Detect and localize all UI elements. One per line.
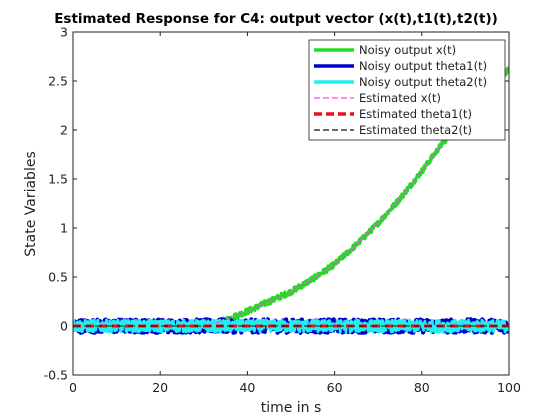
x-axis-label: time in s [261, 400, 322, 416]
x-tick-label: 60 [327, 380, 343, 395]
x-tick-label: 0 [69, 380, 77, 395]
legend-entry-label: Noisy output x(t) [359, 43, 456, 57]
y-axis-label: State Variables [23, 151, 39, 257]
y-axis: -0.5 0 0.5 1 1.5 2 2.5 3 [44, 25, 509, 383]
y-tick-label: 2.5 [48, 74, 68, 89]
x-tick-label: 40 [239, 380, 255, 395]
y-tick-label: 1 [60, 221, 68, 236]
y-tick-label: -0.5 [44, 368, 68, 383]
legend-entry-label: Estimated x(t) [359, 91, 441, 105]
legend: Noisy output x(t) Noisy output theta1(t) N… [308, 39, 506, 141]
y-tick-label: 1.5 [48, 172, 68, 187]
y-tick-label: 3 [60, 25, 68, 40]
y-tick-label: 2 [60, 123, 68, 138]
x-axis: 0 20 40 60 80 100 [69, 32, 521, 395]
legend-box [308, 39, 506, 141]
y-tick-label: 0 [60, 319, 68, 334]
legend-entry-label: Estimated theta2(t) [359, 123, 472, 137]
chart-title: Estimated Response for C4: output vector… [54, 11, 498, 27]
legend-entry-label: Estimated theta1(t) [359, 107, 472, 121]
x-tick-label: 20 [152, 380, 168, 395]
series-line-2 [73, 318, 509, 334]
plot-frame [72, 31, 510, 376]
legend-entry-label: Noisy output theta1(t) [359, 59, 487, 73]
x-tick-label: 80 [414, 380, 430, 395]
y-tick-label: 0.5 [48, 270, 68, 285]
x-tick-label: 100 [497, 380, 521, 395]
legend-entry-label: Noisy output theta2(t) [359, 75, 487, 89]
plot-series-group [73, 66, 509, 335]
